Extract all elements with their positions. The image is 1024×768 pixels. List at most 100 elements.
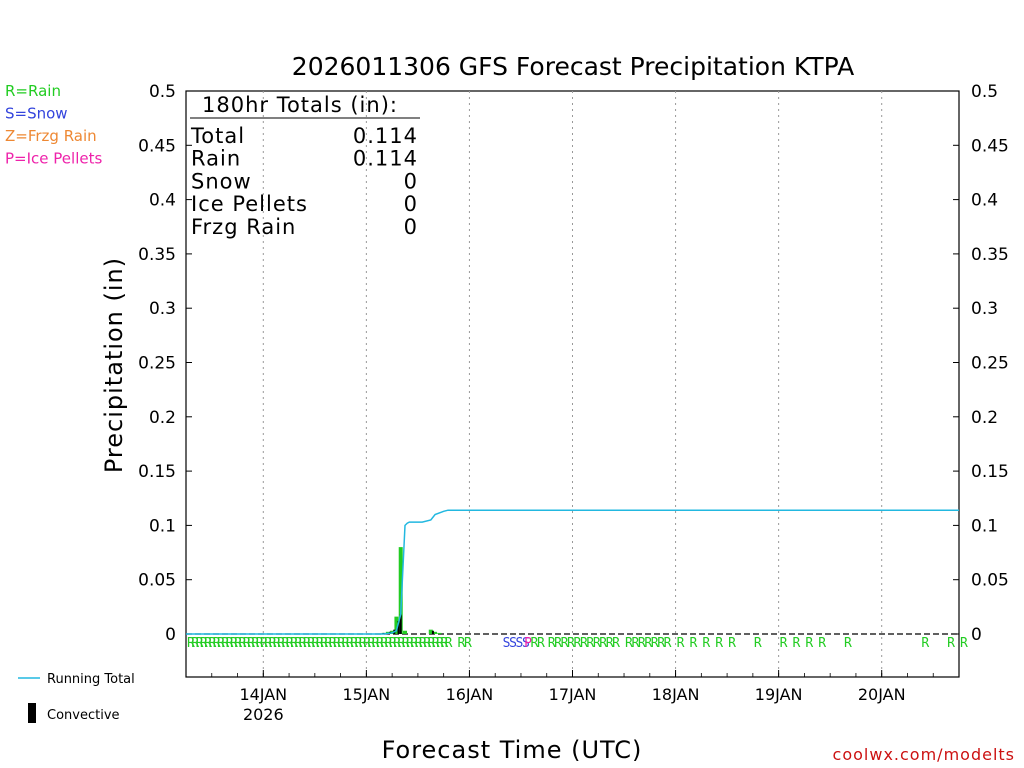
precip-type-marker: R [264, 636, 272, 651]
y-tick-label-left: 0.15 [138, 462, 176, 482]
rain-bar [394, 616, 399, 634]
precip-type-marker: R [664, 636, 672, 651]
precip-type-marker: R [606, 636, 614, 651]
precip-type-marker: R [537, 636, 545, 651]
totals-box: 180hr Totals (in): Total 0.114 Rain 0.114 Sn… [190, 93, 420, 239]
totals-row-value: 0.114 [353, 147, 418, 171]
y-axis-label: Precipitation (in) [100, 257, 128, 473]
series-legend: Running Total Convective [18, 672, 135, 723]
precip-type-marker: R [397, 636, 405, 651]
rain-bar [403, 630, 408, 634]
gridlines [262, 91, 883, 677]
running-total-line [186, 509, 959, 635]
rain-bar [433, 631, 438, 634]
rain-bar [437, 632, 442, 634]
precip-type-marker: S [503, 636, 511, 651]
y-tick-label-left: 0 [165, 625, 176, 645]
x-tick-label: 20JAN [858, 685, 906, 704]
precip-type-marker: R [363, 636, 371, 651]
totals-header: 180hr Totals (in): [202, 93, 398, 117]
x-year-label: 2026 [243, 705, 284, 724]
y-tick-label-left: 0.35 [138, 245, 176, 265]
y-tick-label-left: 0.1 [149, 516, 176, 536]
precip-type-marker: S [516, 636, 524, 651]
precip-type-marker: R [333, 636, 341, 651]
x-tick-label: 15JAN [343, 685, 391, 704]
precip-type-marker: R [415, 636, 423, 651]
precip-type-marker: R [385, 636, 393, 651]
precip-type-marker: R [380, 636, 388, 651]
convective-legend-label: Convective [47, 708, 120, 723]
precip-type-marker: R [320, 636, 328, 651]
precip-type-marker: R [793, 636, 801, 651]
precip-type-marker: R [754, 636, 762, 651]
y-tick-label-right: 0.2 [971, 408, 998, 428]
precip-type-marker: R [593, 636, 601, 651]
precip-type-marker: R [346, 636, 354, 651]
precip-type-marker: R [226, 636, 234, 651]
totals-row-value: 0 [404, 169, 418, 193]
precip-type-marker: R [299, 636, 307, 651]
y-tick-label-right: 0 [971, 625, 982, 645]
x-tick-label: 17JAN [549, 685, 597, 704]
y-tick-label-right: 0.35 [971, 245, 1009, 265]
precip-type-marker: P [524, 636, 532, 651]
precip-type-marker: R [256, 636, 264, 651]
precip-type-marker: R [432, 636, 440, 651]
precip-type-marker: R [376, 636, 384, 651]
convective-bar [431, 630, 434, 634]
precip-type-row: RRRRRRRRRRRRRRRRRRRRRRRRRRRRRRRRRRRRRRRR… [187, 636, 968, 651]
y-tick-label-right: 0.4 [971, 191, 998, 211]
precip-type-marker: R [213, 636, 221, 651]
rain-bar [398, 547, 403, 634]
precip-type-marker: R [389, 636, 397, 651]
credit-text[interactable]: coolwx.com/modelts [833, 745, 1015, 764]
precip-type-marker: R [728, 636, 736, 651]
precip-type-marker: R [644, 636, 652, 651]
precip-type-marker: R [599, 636, 607, 651]
precip-type-marker: R [586, 636, 594, 651]
precip-type-marker: R [234, 636, 242, 651]
precip-type-marker: R [715, 636, 723, 651]
precip-type-marker: R [780, 636, 788, 651]
precip-type-marker: S [522, 636, 530, 651]
precip-type-marker: R [204, 636, 212, 651]
precip-type-marker: R [427, 636, 435, 651]
precip-type-marker: R [273, 636, 281, 651]
totals-row-value: 0 [404, 215, 418, 239]
precip-type-marker: R [290, 636, 298, 651]
precip-type-marker: R [286, 636, 294, 651]
y-tick-label-right: 0.1 [971, 516, 998, 536]
y-tick-label-right: 0.3 [971, 299, 998, 319]
precip-type-marker: R [359, 636, 367, 651]
precip-type-marker: R [458, 636, 466, 651]
precip-type-marker: R [406, 636, 414, 651]
precip-type-marker: R [251, 636, 259, 651]
running-total-series [186, 509, 959, 635]
precip-type-marker: R [574, 636, 582, 651]
y-tick-label-left: 0.3 [149, 299, 176, 319]
precip-type-marker: R [625, 636, 633, 651]
totals-row-value: 0.114 [353, 124, 418, 148]
precip-type-marker: R [818, 636, 826, 651]
precip-type-marker: R [342, 636, 350, 651]
y-tick-label-right: 0.25 [971, 354, 1009, 374]
precip-type-marker: R [208, 636, 216, 651]
precip-type-marker: R [947, 636, 955, 651]
precip-type-marker: R [844, 636, 852, 651]
totals-row-label: Total [190, 124, 245, 148]
x-tick-label: 19JAN [755, 685, 803, 704]
precip-type-marker: R [402, 636, 410, 651]
precip-type-legend-item: S=Snow [5, 105, 68, 123]
precip-type-marker: R [689, 636, 697, 651]
totals-row-label: Snow [191, 169, 252, 193]
precip-type-marker: R [307, 636, 315, 651]
precip-type-marker: R [221, 636, 229, 651]
y-tick-label-left: 0.05 [138, 571, 176, 591]
precip-type-marker: R [329, 636, 337, 651]
precip-type-marker: R [657, 636, 665, 651]
precip-type-marker: R [805, 636, 813, 651]
precip-type-legend-item: Z=Frzg Rain [5, 127, 97, 145]
